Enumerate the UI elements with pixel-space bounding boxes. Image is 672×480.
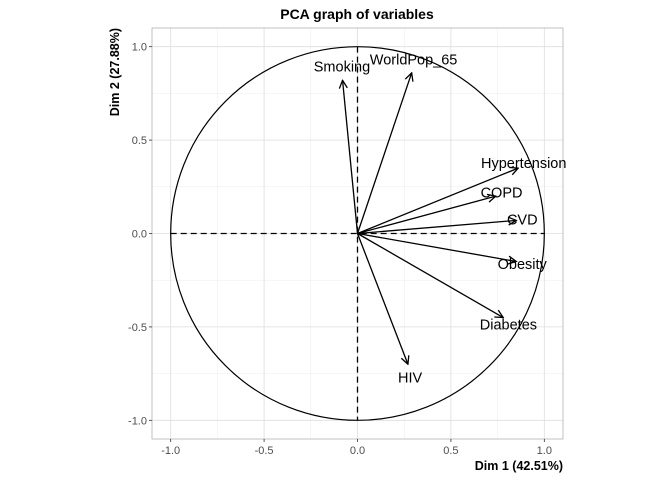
variable-labels: Hypertension COPD CVD Obesity Diabetes HIV Smo… [314,53,567,387]
label-hiv: HIV [398,370,423,386]
label-diabetes: Diabetes [480,318,537,334]
x-tick-label: 0.0 [350,445,365,457]
label-obesity: Obesity [498,257,548,273]
label-smoking: Smoking [314,59,370,75]
arrow-copd [357,196,496,235]
x-axis-title: Dim 1 (42.51%) [475,459,563,473]
chart-title: PCA graph of variables [280,6,434,22]
label-cvd: CVD [507,212,538,228]
x-tick-label: -1.0 [161,445,180,457]
variable-arrows [343,73,519,364]
x-tick-label: 0.5 [443,445,458,457]
arrow-hiv [356,233,408,365]
arrow-hypertension [357,168,519,235]
y-tick-label: 0.5 [132,135,147,147]
y-tick-label: 0.0 [132,229,147,241]
arrow-diabetes [357,232,504,318]
arrow-cvd [357,220,517,235]
label-copd: COPD [481,185,523,201]
x-tick-label: 1.0 [537,445,552,457]
arrow-worldpop-65 [356,73,412,234]
arrow-smoking [343,80,359,234]
y-tick-label: -0.5 [128,322,147,334]
y-tick-label: -1.0 [128,415,147,427]
label-worldpop-65: WorldPop_65 [370,53,458,69]
y-tick-label: 1.0 [132,42,147,54]
y-axis-title: Dim 2 (27.88%) [108,28,122,116]
y-axis-ticks: -1.0 -0.5 0.0 0.5 1.0 [128,42,152,427]
label-hypertension: Hypertension [481,156,566,172]
x-axis-ticks: -1.0 -0.5 0.0 0.5 1.0 [161,439,552,457]
arrow-obesity [357,232,517,262]
x-tick-label: -0.5 [255,445,274,457]
